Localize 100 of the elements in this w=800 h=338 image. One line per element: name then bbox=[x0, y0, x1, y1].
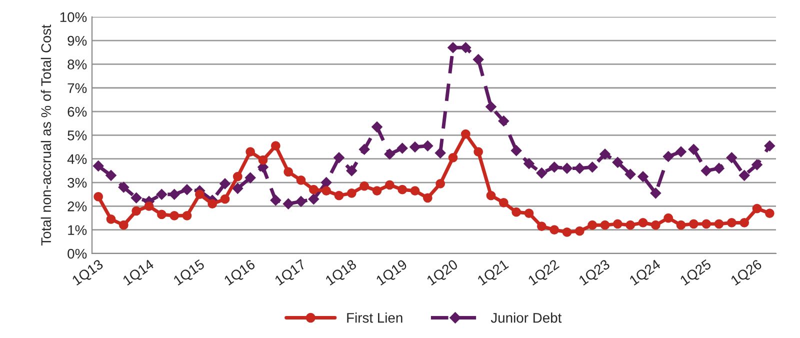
point bbox=[436, 179, 446, 188]
point bbox=[738, 170, 750, 181]
point bbox=[586, 162, 598, 173]
point bbox=[726, 218, 736, 228]
y-tick-label: 7% bbox=[68, 83, 87, 93]
point bbox=[132, 206, 142, 216]
point bbox=[714, 162, 724, 174]
point bbox=[270, 194, 282, 206]
point bbox=[106, 170, 116, 181]
point bbox=[296, 175, 306, 185]
point bbox=[398, 184, 408, 194]
point bbox=[688, 219, 698, 229]
point bbox=[194, 190, 204, 200]
point bbox=[384, 148, 396, 160]
legend-label: Junior Debt bbox=[490, 312, 562, 323]
point bbox=[244, 172, 256, 184]
point bbox=[220, 178, 230, 190]
y-axis-title: Total non-accrual as % of Total Cost bbox=[40, 24, 52, 246]
point bbox=[220, 194, 230, 204]
point bbox=[346, 188, 356, 198]
point bbox=[650, 220, 660, 230]
point bbox=[612, 219, 622, 229]
point bbox=[548, 162, 560, 173]
point bbox=[322, 186, 332, 196]
point bbox=[372, 186, 382, 196]
point bbox=[764, 208, 774, 218]
point bbox=[460, 129, 470, 139]
point bbox=[460, 42, 472, 54]
point bbox=[360, 181, 370, 191]
point bbox=[588, 220, 598, 230]
point bbox=[486, 190, 496, 200]
legend-label: First Lien bbox=[347, 312, 402, 323]
point bbox=[448, 152, 458, 162]
y-tick-label: 10% bbox=[60, 12, 87, 22]
point bbox=[600, 220, 610, 230]
point bbox=[94, 192, 104, 202]
point bbox=[270, 141, 280, 151]
point bbox=[144, 201, 154, 211]
point bbox=[550, 225, 560, 235]
point bbox=[524, 208, 534, 218]
point bbox=[170, 210, 180, 220]
y-tick-label: 5% bbox=[68, 130, 87, 140]
y-tick-label: 0% bbox=[68, 248, 87, 259]
point bbox=[562, 228, 572, 237]
point bbox=[676, 220, 686, 230]
point bbox=[208, 199, 218, 208]
point bbox=[702, 219, 712, 229]
y-tick-label: 2% bbox=[68, 202, 87, 212]
point bbox=[232, 183, 244, 194]
point bbox=[106, 214, 116, 224]
y-tick-label: 9% bbox=[68, 36, 87, 46]
point bbox=[474, 147, 484, 156]
point bbox=[156, 210, 166, 220]
y-tick-label: 6% bbox=[68, 106, 87, 117]
point bbox=[740, 218, 750, 228]
point bbox=[624, 168, 636, 180]
point bbox=[726, 152, 738, 164]
point bbox=[752, 159, 762, 170]
point bbox=[384, 180, 394, 190]
point bbox=[448, 42, 458, 54]
point bbox=[764, 140, 776, 152]
point bbox=[536, 168, 548, 178]
point bbox=[638, 171, 648, 182]
point bbox=[372, 121, 382, 132]
point bbox=[688, 144, 700, 155]
point bbox=[118, 182, 130, 193]
point bbox=[308, 184, 318, 194]
point bbox=[282, 198, 294, 210]
point bbox=[676, 146, 686, 158]
point bbox=[662, 151, 674, 162]
point bbox=[626, 220, 636, 230]
point bbox=[638, 218, 648, 228]
point bbox=[574, 162, 586, 174]
point bbox=[410, 142, 420, 152]
point bbox=[664, 213, 674, 223]
point bbox=[510, 145, 522, 156]
point bbox=[422, 193, 432, 203]
point bbox=[512, 207, 522, 217]
point bbox=[156, 188, 168, 200]
point bbox=[574, 226, 584, 236]
point bbox=[118, 220, 128, 230]
point bbox=[246, 147, 256, 156]
point bbox=[612, 156, 624, 168]
point bbox=[346, 165, 358, 176]
point bbox=[752, 204, 762, 214]
point bbox=[284, 167, 294, 177]
point bbox=[334, 190, 344, 200]
point bbox=[130, 192, 142, 204]
point bbox=[182, 210, 192, 220]
point bbox=[296, 196, 306, 207]
point bbox=[600, 148, 610, 160]
point bbox=[562, 162, 572, 174]
y-tick-label: 1% bbox=[68, 225, 87, 235]
point bbox=[308, 194, 320, 205]
point bbox=[396, 142, 408, 154]
point bbox=[536, 222, 546, 231]
point bbox=[486, 101, 496, 112]
point bbox=[524, 158, 534, 170]
point bbox=[472, 54, 484, 65]
point bbox=[334, 152, 344, 164]
